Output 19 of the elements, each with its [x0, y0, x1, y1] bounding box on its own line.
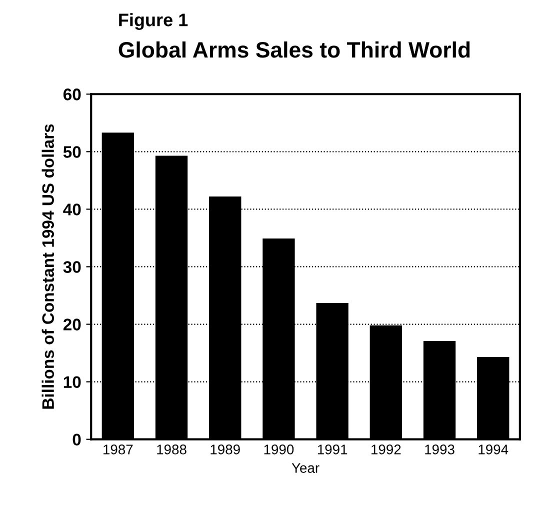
y-axis-title: Billions of Constant 1994 US dollars — [42, 124, 54, 409]
x-tick-label: 1992 — [372, 444, 401, 454]
y-tick-label: 10 — [64, 376, 81, 388]
x-tick-label: 1993 — [425, 444, 454, 454]
x-tick-label: 1989 — [210, 444, 240, 454]
x-tick-label: 1990 — [264, 444, 294, 454]
x-tick-label: 1987 — [104, 444, 133, 454]
y-tick-label: 0 — [72, 434, 81, 446]
x-tick-label: 1988 — [157, 444, 186, 454]
y-tick-label: 60 — [63, 88, 81, 100]
y-tick-label: 50 — [63, 146, 81, 158]
y-tick-label: 20 — [63, 318, 81, 330]
y-tick-label: 30 — [63, 261, 81, 273]
chart-title: Figure 1 — [119, 13, 188, 30]
x-tick-label: 1991 — [318, 444, 348, 454]
y-tick-label: 40 — [63, 204, 81, 216]
x-tick-label: 1994 — [478, 444, 508, 454]
x-axis-title: Year — [292, 463, 320, 473]
chart-subtitle: Global Arms Sales to Third World — [118, 41, 470, 58]
